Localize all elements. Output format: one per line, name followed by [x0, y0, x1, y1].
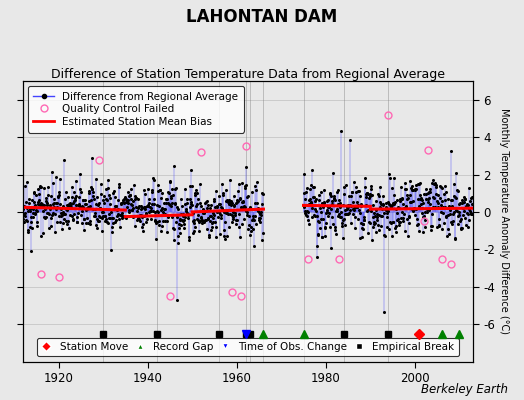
Text: Berkeley Earth: Berkeley Earth — [421, 383, 508, 396]
Text: LAHONTAN DAM: LAHONTAN DAM — [187, 8, 337, 26]
Legend: Station Move, Record Gap, Time of Obs. Change, Empirical Break: Station Move, Record Gap, Time of Obs. C… — [37, 338, 458, 356]
Title: Difference of Station Temperature Data from Regional Average: Difference of Station Temperature Data f… — [51, 68, 445, 81]
Y-axis label: Monthly Temperature Anomaly Difference (°C): Monthly Temperature Anomaly Difference (… — [499, 108, 509, 334]
